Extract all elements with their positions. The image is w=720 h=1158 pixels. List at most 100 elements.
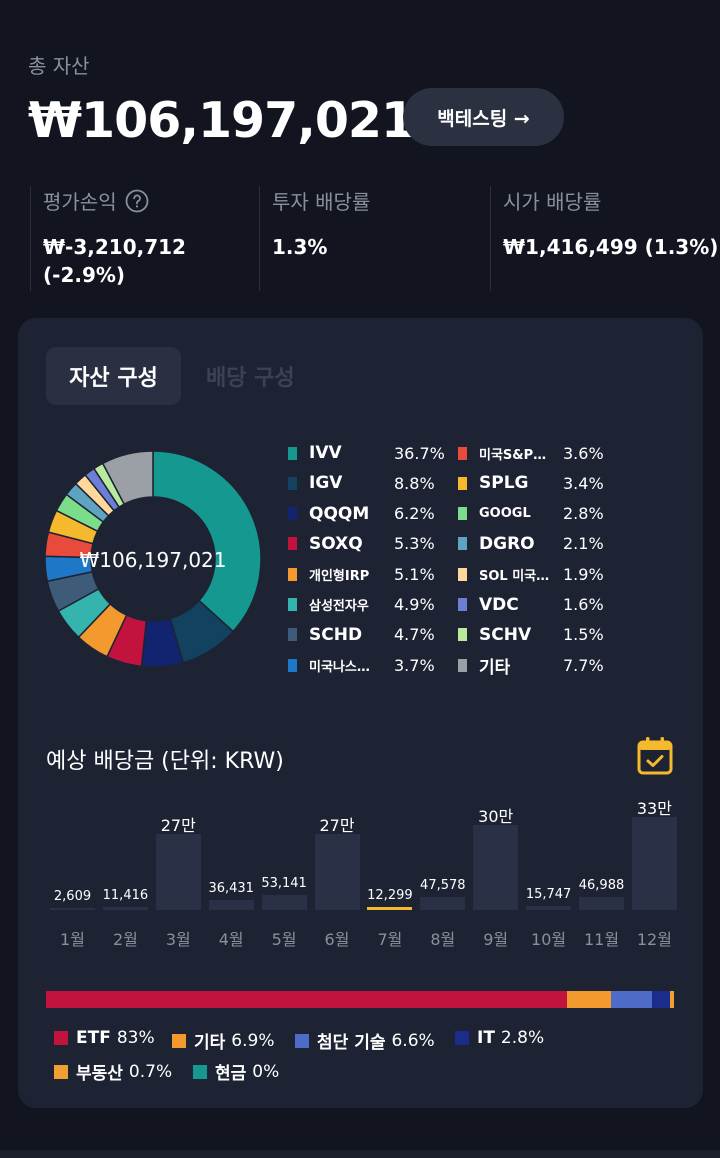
legend-item: 삼성전자우 4.9%: [288, 593, 458, 617]
dividend-bar[interactable]: [314, 833, 360, 910]
legend-item: 미국S&P… 3.6%: [458, 441, 628, 465]
sector-name: 기타: [194, 1033, 226, 1053]
bar-value-label: 27만: [160, 815, 196, 835]
dividend-bar[interactable]: [367, 907, 413, 910]
legend-name: SPLG: [479, 473, 529, 494]
legend-item: GOOGL 2.8%: [458, 502, 628, 526]
donut-center-value: ₩106,197,021: [79, 548, 226, 572]
donut-segment: [101, 450, 154, 506]
month-label: 2월: [112, 930, 138, 949]
sector-stacked-bar: [46, 991, 674, 1008]
bar-value-label: 15,747: [525, 886, 572, 902]
bar-value-label: 46,988: [578, 877, 625, 893]
month-label: 10월: [531, 930, 567, 949]
legend-swatch: [458, 628, 467, 642]
legend-name: SCHD: [309, 624, 363, 645]
legend-percent: 8.8%: [394, 473, 435, 493]
legend-swatch: [288, 537, 297, 551]
help-icon[interactable]: [125, 189, 149, 213]
legend-percent: 5.1%: [394, 564, 435, 584]
legend-swatch: [458, 446, 467, 460]
month-label: 1월: [60, 930, 85, 949]
tab-asset-composition[interactable]: 자산 구성: [46, 347, 181, 405]
legend-name: 기타: [479, 657, 511, 678]
sector-percent: 6.6%: [391, 1030, 435, 1051]
sector-swatch: [54, 1064, 68, 1079]
dividend-bar[interactable]: [526, 905, 572, 910]
calendar-icon[interactable]: [636, 736, 674, 776]
month-label: 8월: [430, 930, 456, 949]
legend-item: VDC 1.6%: [458, 593, 628, 617]
bar-value-label: 27만: [319, 815, 355, 835]
dividend-bar[interactable]: [579, 896, 624, 910]
sector-percent: 0.7%: [128, 1061, 173, 1082]
bar-value-label: 53,141: [261, 876, 307, 892]
sector-swatch: [172, 1033, 186, 1048]
bar-value-label: 47,578: [420, 877, 466, 893]
month-label: 5월: [271, 930, 297, 949]
dividend-bar[interactable]: [420, 896, 466, 910]
legend-name: DGRO: [479, 533, 535, 554]
legend-percent: 2.1%: [563, 534, 604, 554]
legend-percent: 2.8%: [563, 504, 604, 524]
dividend-bar[interactable]: [473, 825, 519, 910]
sector-percent: 6.9%: [231, 1030, 275, 1051]
dividend-title: 예상 배당금 (단위: KRW): [46, 749, 284, 774]
dividend-bar-chart: 2,609 11,416 27만 36,431 53,141 27만 12,299 47,57…: [18, 788, 703, 958]
sector-percent: 2.8%: [500, 1028, 545, 1048]
legend-name: 미국S&P…: [479, 447, 547, 463]
sector-segment: [46, 991, 568, 1008]
legend-name: QQQM: [309, 503, 370, 524]
legend-percent: 1.9%: [563, 564, 604, 584]
backtest-button[interactable]: 백테스팅 →: [403, 88, 564, 146]
sector-segment: [610, 991, 653, 1008]
stat-market-yield: 시가 배당률 ₩1,416,499 (1.3%): [490, 186, 720, 291]
sector-swatch: [455, 1031, 469, 1045]
legend-swatch: [288, 567, 297, 581]
stat-value: 1.3%: [272, 235, 328, 259]
legend-percent: 36.7%: [394, 443, 445, 463]
sector-name: 현금: [215, 1064, 247, 1084]
legend-item: SCHD 4.7%: [288, 623, 458, 647]
legend-item: SOXQ 5.3%: [288, 532, 458, 556]
legend-swatch: [288, 598, 297, 611]
dividend-bar[interactable]: [102, 906, 148, 910]
legend-item: DGRO 2.1%: [458, 532, 628, 556]
legend-percent: 3.4%: [563, 473, 604, 493]
legend-item: SPLG 3.4%: [458, 471, 628, 495]
sector-swatch: [54, 1031, 68, 1045]
legend-name: SCHV: [479, 624, 532, 645]
sector-segment: [652, 991, 670, 1008]
legend-item: 기타 7.7%: [458, 653, 628, 678]
dividend-bar[interactable]: [155, 833, 201, 910]
bar-value-label: 2,609: [53, 889, 92, 904]
tab-dividend-composition[interactable]: 배당 구성: [206, 366, 295, 391]
sector-legend-item: 현금 0%: [193, 1059, 279, 1084]
total-asset-value: ₩106,197,021: [28, 92, 415, 149]
sector-legend-item: IT 2.8%: [455, 1028, 544, 1048]
legend-item: IVV 36.7%: [288, 441, 458, 465]
sector-legend-item: ETF 83%: [54, 1028, 155, 1048]
legend-item: SCHV 1.5%: [458, 623, 628, 647]
stat-investment-yield: 투자 배당률 1.3%: [259, 186, 487, 291]
legend-percent: 6.2%: [394, 504, 435, 524]
dividend-bar[interactable]: [50, 908, 95, 910]
stat-label: 시가 배당률: [503, 190, 602, 214]
bar-value-label: 30만: [478, 807, 514, 827]
dividend-bar[interactable]: [208, 899, 254, 910]
dividend-bar[interactable]: [631, 817, 677, 910]
dividend-bar[interactable]: [261, 895, 307, 910]
sector-name: 부동산: [76, 1064, 123, 1084]
sector-segment: [669, 991, 674, 1008]
legend-swatch: [288, 446, 297, 460]
legend-percent: 5.3%: [394, 534, 435, 554]
legend-percent: 3.7%: [394, 655, 435, 675]
legend-swatch: [458, 567, 467, 581]
legend-percent: 3.6%: [563, 443, 604, 463]
sector-name: ETF: [76, 1028, 111, 1048]
bar-value-label: 36,431: [208, 880, 254, 896]
legend-swatch: [288, 628, 297, 642]
stat-label: 평가손익: [43, 190, 117, 214]
bar-value-label: 11,416: [102, 887, 149, 903]
month-label: 11월: [583, 930, 620, 949]
